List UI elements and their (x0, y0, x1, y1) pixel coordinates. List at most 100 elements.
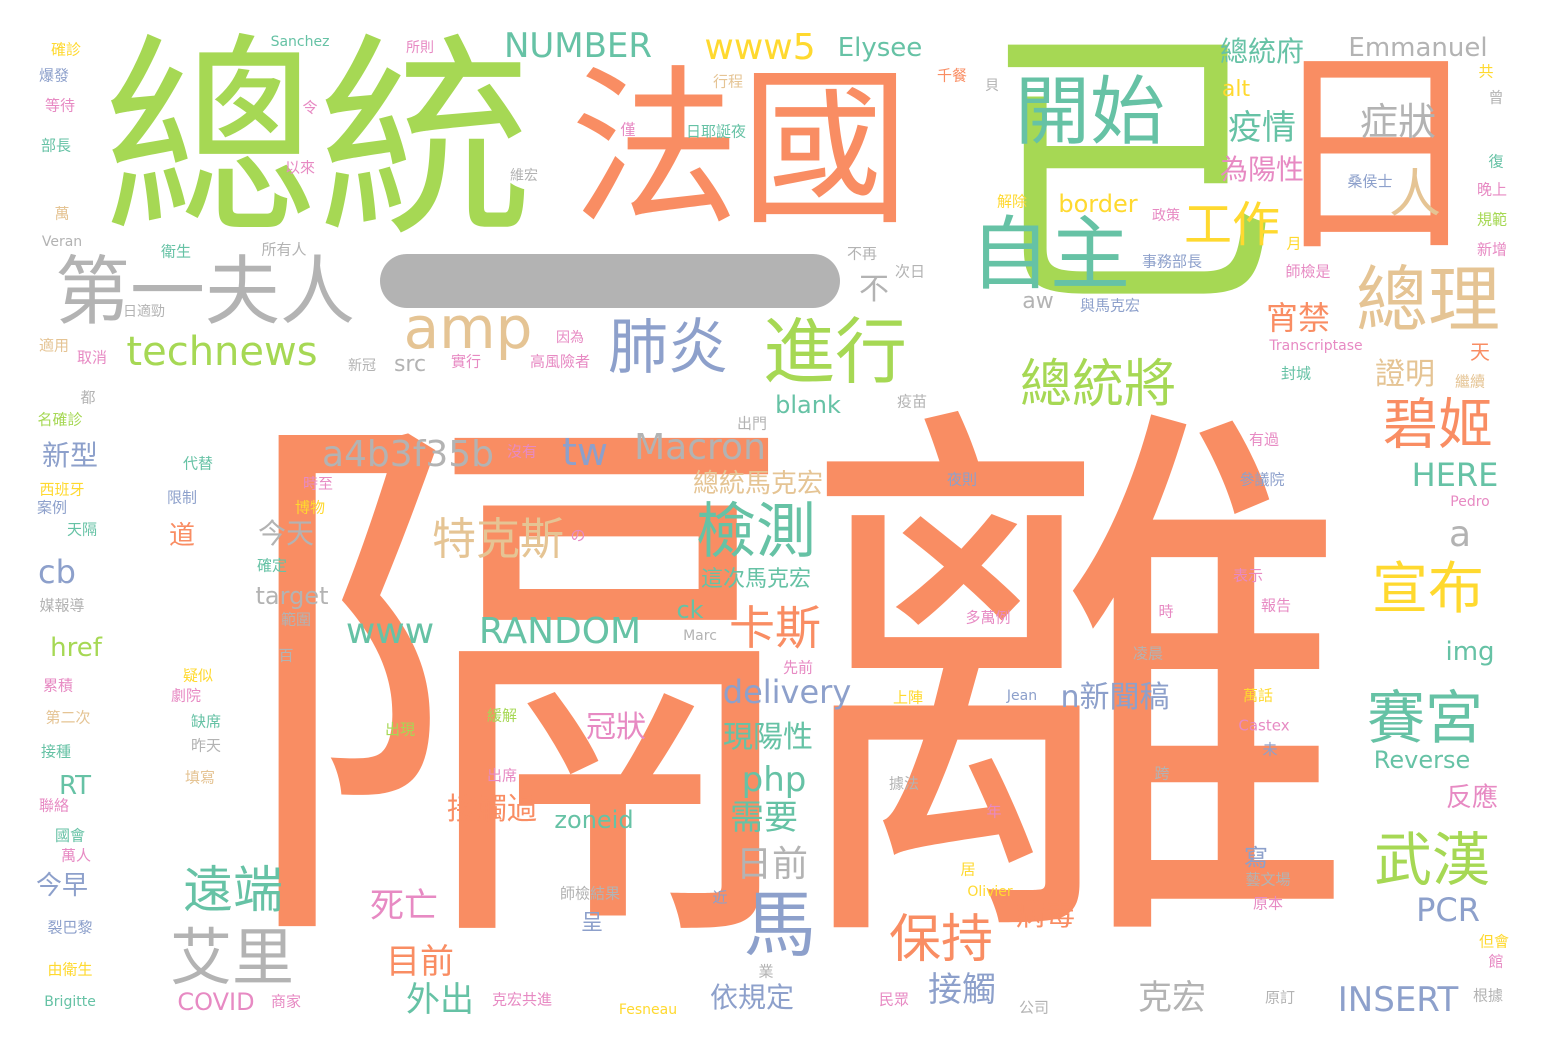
word-covid: COVID (177, 988, 255, 1016)
word-bowu: 博物 (294, 498, 326, 517)
word-brigitte: Brigitte (44, 994, 96, 1010)
word-no: の (570, 526, 586, 545)
word-sanghoushi: 桑侯士 (1347, 172, 1393, 191)
word-macron: Macron (634, 427, 766, 468)
word-emmanuel: Emmanuel (1348, 33, 1488, 63)
word-veran: Veran (41, 234, 83, 250)
word-www5: www5 (704, 27, 816, 68)
word-baochi: 保持 (888, 910, 994, 970)
word-guanzhuang: 冠狀 (586, 710, 646, 745)
word-zongtongmakehong: 總統馬克宏 (692, 469, 824, 499)
word-ren: 人 (1388, 165, 1442, 225)
word-gongzuo: 工作 (1183, 197, 1281, 253)
word-xuanbu: 宣布 (1372, 557, 1484, 622)
word-border: border (1058, 190, 1138, 218)
word-pedro: Pedro (1450, 494, 1490, 510)
word-queqi: 缺席 (190, 712, 222, 731)
word-wan: 萬 (54, 204, 70, 223)
word-anli: 案例 (36, 498, 68, 517)
word-insert: INSERT (1337, 980, 1459, 1020)
word-mingquezhen: 名確診 (37, 410, 83, 429)
word-diyifuren: 第一夫人 (54, 247, 356, 336)
word-gong: 共 (1478, 62, 1494, 81)
word-zongli: 總理 (1355, 258, 1501, 342)
word-sanchez: Sanchez (270, 34, 330, 50)
word-dengdai: 等待 (44, 96, 76, 115)
word-jin2: 近 (712, 888, 728, 907)
word-shijianshi: 師檢是 (1285, 262, 1331, 281)
word-huanjie: 緩解 (486, 706, 518, 725)
word-yiwenchang: 藝文場 (1245, 870, 1291, 889)
word-random: RANDOM (478, 611, 642, 652)
word-kua: 跨 (1154, 764, 1170, 783)
word-tekesi: 特克斯 (432, 514, 564, 565)
word-jufa: 據法 (888, 774, 920, 793)
word-baofa: 爆發 (38, 66, 70, 85)
word-yuanding: 原訂 (1264, 988, 1296, 1007)
word-nian: 年 (986, 802, 1002, 821)
word-xianqian: 先前 (782, 658, 814, 677)
word-bingdu: 病毒 (1015, 898, 1075, 933)
word-jinxing: 進行 (762, 310, 908, 394)
word-guifan: 規範 (1476, 210, 1508, 229)
word-tiange: 天隔 (66, 520, 98, 539)
word-php: php (741, 760, 807, 800)
word-bei: 貝 (985, 78, 999, 94)
word-youguo: 有過 (1248, 430, 1280, 449)
word-ye: 業 (758, 962, 774, 981)
word-www: www (345, 611, 435, 652)
word-fengcheng: 封城 (1280, 364, 1312, 383)
word-shangjia: 商家 (270, 992, 302, 1011)
word-zongtongjiang: 總統將 (1019, 355, 1177, 415)
word-cb: cb (38, 553, 76, 591)
word-chumen: 出門 (736, 414, 768, 433)
word-guohui: 國會 (54, 826, 86, 845)
word-tianxie: 填寫 (184, 768, 216, 787)
word-elysee: Elysee (837, 33, 923, 63)
word-weiyangxing: 為陽性 (1219, 153, 1305, 186)
word-buzhang: 部長 (40, 136, 72, 155)
word-suoze: 所則 (406, 40, 434, 56)
word-feiyan: 肺炎 (608, 313, 728, 383)
word-riyedanye: 日耶誕夜 (685, 122, 747, 141)
word-buzai: 不再 (846, 244, 878, 263)
word-alt: alt (1221, 77, 1251, 102)
word-zoneid: zoneid (554, 806, 634, 834)
word-cheng: 呈 (580, 911, 604, 936)
word-jiezhong: 接種 (40, 742, 72, 761)
word-number: NUMBER (503, 26, 653, 66)
word-src: src (393, 352, 427, 377)
word-xianyangxing: 現陽性 (723, 720, 813, 755)
word-rt: RT (58, 771, 92, 801)
word-amp: amp (403, 294, 533, 362)
word-siwang: 死亡 (370, 886, 438, 926)
word-weihong: 維宏 (510, 168, 538, 184)
word-aw: aw (1022, 289, 1054, 314)
word-ju: 居 (960, 860, 976, 879)
word-shangzhen: 上陣 (892, 688, 924, 707)
word-marc: Marc (683, 628, 717, 644)
word-jiechu: 接觸 (928, 970, 996, 1010)
word-kaishi: 開始 (1014, 67, 1166, 156)
word-jiechuguo: 接觸過 (447, 792, 537, 827)
word-yumakehong: 與馬克宏 (1079, 296, 1141, 315)
word-dou: 都 (80, 388, 96, 407)
word-dao: 道 (168, 521, 196, 551)
word-nxinwengao: n新聞稿 (1060, 680, 1170, 715)
word-wanshang: 晚上 (1476, 180, 1508, 199)
word-tw: tw (562, 430, 608, 474)
word-genju: 根據 (1472, 986, 1504, 1005)
word-xinxing: 新型 (41, 439, 99, 472)
word-img: img (1445, 637, 1495, 667)
word-xingcheng: 行程 (712, 72, 744, 91)
word-a: a (1448, 514, 1472, 555)
word-yeze: 夜則 (946, 470, 978, 489)
word-reverse: Reverse (1373, 746, 1471, 774)
word-tian: 天 (1470, 340, 1490, 364)
word-weisheng: 衛生 (160, 242, 192, 261)
word-jean: Jean (1006, 688, 1038, 704)
word-ling: 令 (302, 98, 318, 117)
word-blank: blank (775, 391, 841, 419)
word-a4b3f35b: a4b3f35b (321, 434, 495, 475)
word-yimiao: 疫苗 (896, 392, 928, 411)
